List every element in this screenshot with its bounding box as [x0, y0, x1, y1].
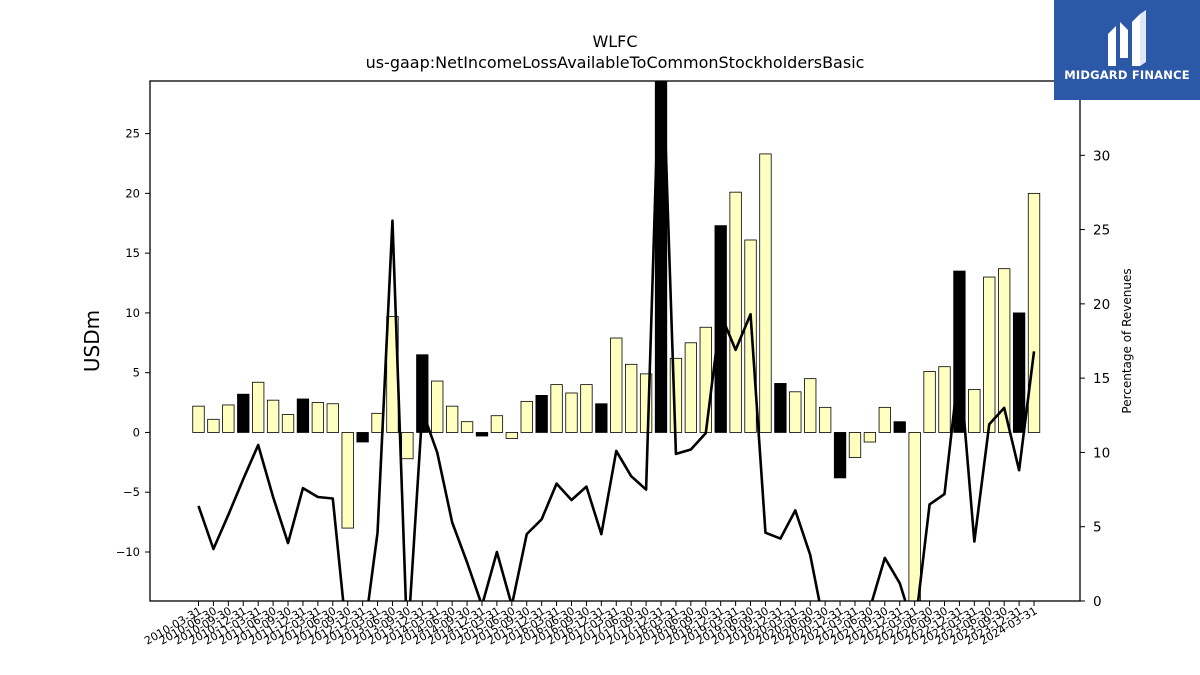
bar — [222, 404, 235, 433]
bar — [953, 270, 966, 433]
bar — [774, 383, 787, 433]
bar — [356, 432, 369, 443]
bar — [207, 418, 220, 433]
bar — [252, 381, 265, 433]
y-tick-label: 15 — [125, 246, 140, 260]
y2-tick-label: 10 — [1093, 445, 1110, 461]
bar — [565, 392, 578, 433]
bar — [759, 153, 772, 433]
y-tick-label: 0 — [133, 425, 140, 439]
bar — [729, 191, 742, 433]
y-tick-label: 5 — [133, 366, 140, 380]
bar — [610, 337, 623, 433]
bar — [311, 402, 325, 433]
y-tick-label: −5 — [123, 485, 140, 499]
y2-tick-label: 25 — [1093, 223, 1110, 239]
bar — [490, 415, 504, 433]
bar — [237, 393, 250, 433]
plot-area — [192, 81, 1041, 601]
bar — [878, 406, 891, 433]
y2-tick-label: 30 — [1093, 148, 1110, 164]
y2-axis-label: Percentage of Revenues — [1120, 268, 1134, 413]
bar — [684, 342, 698, 433]
bar — [520, 400, 533, 433]
bar — [296, 398, 310, 433]
y2-tick-label: 15 — [1093, 371, 1110, 387]
line-series — [197, 81, 1036, 601]
bar — [580, 384, 593, 433]
bar — [445, 405, 459, 433]
y2-tick-label: 5 — [1093, 520, 1102, 536]
brand-logo: MIDGARD FINANCE — [1054, 0, 1200, 100]
bar — [938, 366, 951, 433]
bar — [998, 268, 1011, 433]
bar — [341, 432, 354, 529]
bar — [535, 394, 548, 433]
bar — [401, 432, 414, 460]
bar — [804, 378, 817, 433]
bar — [625, 363, 638, 433]
bar — [1027, 192, 1041, 433]
y-axis-label: USDm — [80, 310, 104, 372]
midgard-logo-icon — [1108, 10, 1146, 66]
y-tick-label: −10 — [116, 545, 140, 559]
y-tick-label: 20 — [125, 186, 140, 200]
bar — [789, 391, 802, 433]
bar — [699, 326, 712, 433]
bar — [654, 81, 668, 433]
bar — [266, 399, 280, 433]
bar — [326, 403, 339, 433]
bar — [192, 405, 205, 433]
bar — [714, 225, 727, 433]
bar — [968, 389, 981, 433]
y-tick-label: 10 — [125, 306, 140, 320]
bar — [416, 354, 429, 433]
bar — [833, 432, 847, 479]
bar — [983, 276, 996, 433]
plot-frame — [149, 80, 1081, 602]
bar — [1012, 312, 1026, 433]
bar — [281, 414, 295, 433]
bar — [431, 380, 444, 433]
logo-text: MIDGARD FINANCE — [1064, 68, 1190, 82]
bar — [908, 432, 921, 601]
y2-tick-label: 20 — [1093, 297, 1110, 313]
bar — [550, 384, 563, 433]
y-tick-label: 25 — [125, 127, 140, 141]
bar — [863, 432, 877, 443]
bar — [744, 239, 757, 433]
bar — [848, 432, 862, 458]
bar — [893, 421, 906, 433]
bar — [818, 406, 832, 433]
bar — [595, 403, 608, 433]
bar — [639, 373, 653, 433]
bar — [505, 432, 518, 439]
bar — [923, 371, 936, 433]
y2-tick-label: 0 — [1093, 594, 1102, 610]
chart-title: WLFC — [592, 32, 638, 51]
bar — [460, 421, 474, 433]
chart-subtitle: us-gaap:NetIncomeLossAvailableToCommonSt… — [365, 53, 865, 72]
bar — [475, 432, 489, 437]
